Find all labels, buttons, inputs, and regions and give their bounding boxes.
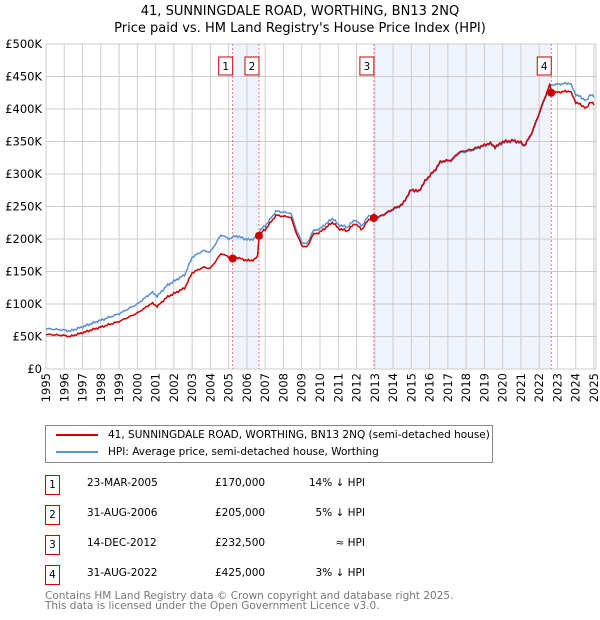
sale-row: 3 14-DEC-2012 £232,500 ≈ HPI: [45, 535, 465, 555]
sale-point: [254, 231, 263, 240]
x-tick-label: 2012: [350, 373, 364, 402]
sale-price: £425,000: [215, 567, 266, 579]
property-price-line: [45, 83, 595, 338]
y-tick-label: £150K: [5, 265, 42, 279]
x-tick-label: 1997: [76, 373, 90, 402]
x-tick-label: 2005: [222, 373, 236, 402]
sale-marker-box: 3: [45, 535, 60, 555]
x-tick-label: 1995: [39, 373, 53, 402]
x-tick-label: 2025: [587, 373, 600, 402]
x-tick-label: 2003: [185, 373, 199, 402]
x-tick-label: 2023: [550, 373, 564, 402]
x-tick-label: 2014: [386, 373, 400, 402]
sale-hpi-diff: ≈ HPI: [335, 537, 365, 549]
x-tick-label: 2021: [514, 373, 528, 402]
x-tick-label: 2013: [368, 373, 382, 402]
x-tick-label: 2002: [167, 373, 181, 402]
sale-marker-label: 4: [541, 61, 548, 73]
y-tick-label: £350K: [5, 135, 42, 149]
price-chart: £0 £50K £100K £150K £200K £250K £300K £350K £400…: [5, 37, 600, 402]
sale-row: 1 23-MAR-2005 £170,000 14% ↓ HPI: [45, 475, 465, 495]
x-tick-label: 2006: [240, 373, 254, 402]
x-tick-label: 1999: [112, 373, 126, 402]
red-line-swatch: [56, 434, 98, 436]
legend-item-hpi: HPI: Average price, semi-detached house,…: [56, 446, 379, 458]
sale-hpi-diff: 5% ↓ HPI: [315, 507, 365, 519]
x-tick-label: 2011: [331, 373, 345, 402]
sale-point: [228, 254, 237, 263]
legend-label: 41, SUNNINGDALE ROAD, WORTHING, BN13 2NQ…: [108, 429, 490, 441]
sale-marker-box: 1: [45, 475, 60, 495]
legend-item-property: 41, SUNNINGDALE ROAD, WORTHING, BN13 2NQ…: [56, 429, 490, 441]
sale-marker-box: [359, 56, 375, 76]
x-tick-label: 2007: [258, 373, 272, 402]
y-tick-label: £450K: [5, 70, 42, 84]
sale-marker-label: 2: [249, 61, 256, 73]
sale-marker-box: [218, 56, 234, 76]
sale-marker-box: 4: [45, 565, 60, 585]
sale-hpi-diff: 14% ↓ HPI: [308, 477, 365, 489]
x-tick-label: 2024: [569, 373, 583, 402]
y-tick-label: £300K: [5, 167, 42, 181]
x-tick-label: 2019: [477, 373, 491, 402]
sale-point: [369, 213, 378, 222]
x-tick-label: 2000: [130, 373, 144, 402]
footer-line: This data is licensed under the Open Gov…: [45, 600, 380, 612]
x-tick-label: 1996: [57, 373, 71, 402]
x-tick-label: 2004: [203, 373, 217, 402]
sale-row: 2 31-AUG-2006 £205,000 5% ↓ HPI: [45, 505, 465, 525]
sale-point: [547, 88, 556, 97]
x-tick-label: 1998: [94, 373, 108, 402]
chart-subtitle: Price paid vs. HM Land Registry's House …: [114, 21, 486, 36]
x-tick-label: 2008: [276, 373, 290, 402]
chart-title: 41, SUNNINGDALE ROAD, WORTHING, BN13 2NQ: [140, 4, 460, 19]
y-tick-label: £50K: [13, 330, 43, 344]
y-tick-label: £100K: [5, 297, 42, 311]
legend-label: HPI: Average price, semi-detached house,…: [108, 446, 379, 458]
sale-marker-box: 2: [45, 505, 60, 525]
y-tick-label: £250K: [5, 200, 42, 214]
y-tick-label: £400K: [5, 102, 42, 116]
x-tick-label: 2016: [423, 373, 437, 402]
x-tick-label: 2001: [149, 373, 163, 402]
sale-price: £170,000: [215, 477, 266, 489]
sale-marker-box: [536, 56, 552, 76]
x-tick-label: 2020: [496, 373, 510, 402]
blue-line-swatch: [56, 451, 98, 453]
plot-frame: [45, 43, 597, 370]
sale-marker-label: 1: [222, 61, 229, 73]
footer-line: Contains HM Land Registry data © Crown c…: [45, 590, 454, 602]
legend: 41, SUNNINGDALE ROAD, WORTHING, BN13 2NQ…: [45, 425, 493, 463]
sale-date: 31-AUG-2006: [87, 507, 158, 519]
y-tick-label: £200K: [5, 232, 42, 246]
x-tick-label: 2017: [441, 373, 455, 402]
x-tick-label: 2015: [404, 373, 418, 402]
sale-hpi-diff: 3% ↓ HPI: [315, 567, 365, 579]
y-tick-label: £500K: [5, 37, 42, 51]
sale-date: 31-AUG-2022: [87, 567, 158, 579]
x-tick-label: 2010: [313, 373, 327, 402]
sale-date: 14-DEC-2012: [87, 537, 157, 549]
sale-price: £232,500: [215, 537, 266, 549]
y-tick-label: £0: [27, 362, 42, 376]
x-tick-label: 2009: [295, 373, 309, 402]
x-tick-label: 2018: [459, 373, 473, 402]
sale-marker-box: [244, 56, 260, 76]
sale-marker-label: 3: [364, 61, 371, 73]
sale-row: 4 31-AUG-2022 £425,000 3% ↓ HPI: [45, 565, 465, 585]
sale-date: 23-MAR-2005: [87, 477, 158, 489]
x-tick-label: 2022: [532, 373, 546, 402]
sale-price: £205,000: [215, 507, 266, 519]
